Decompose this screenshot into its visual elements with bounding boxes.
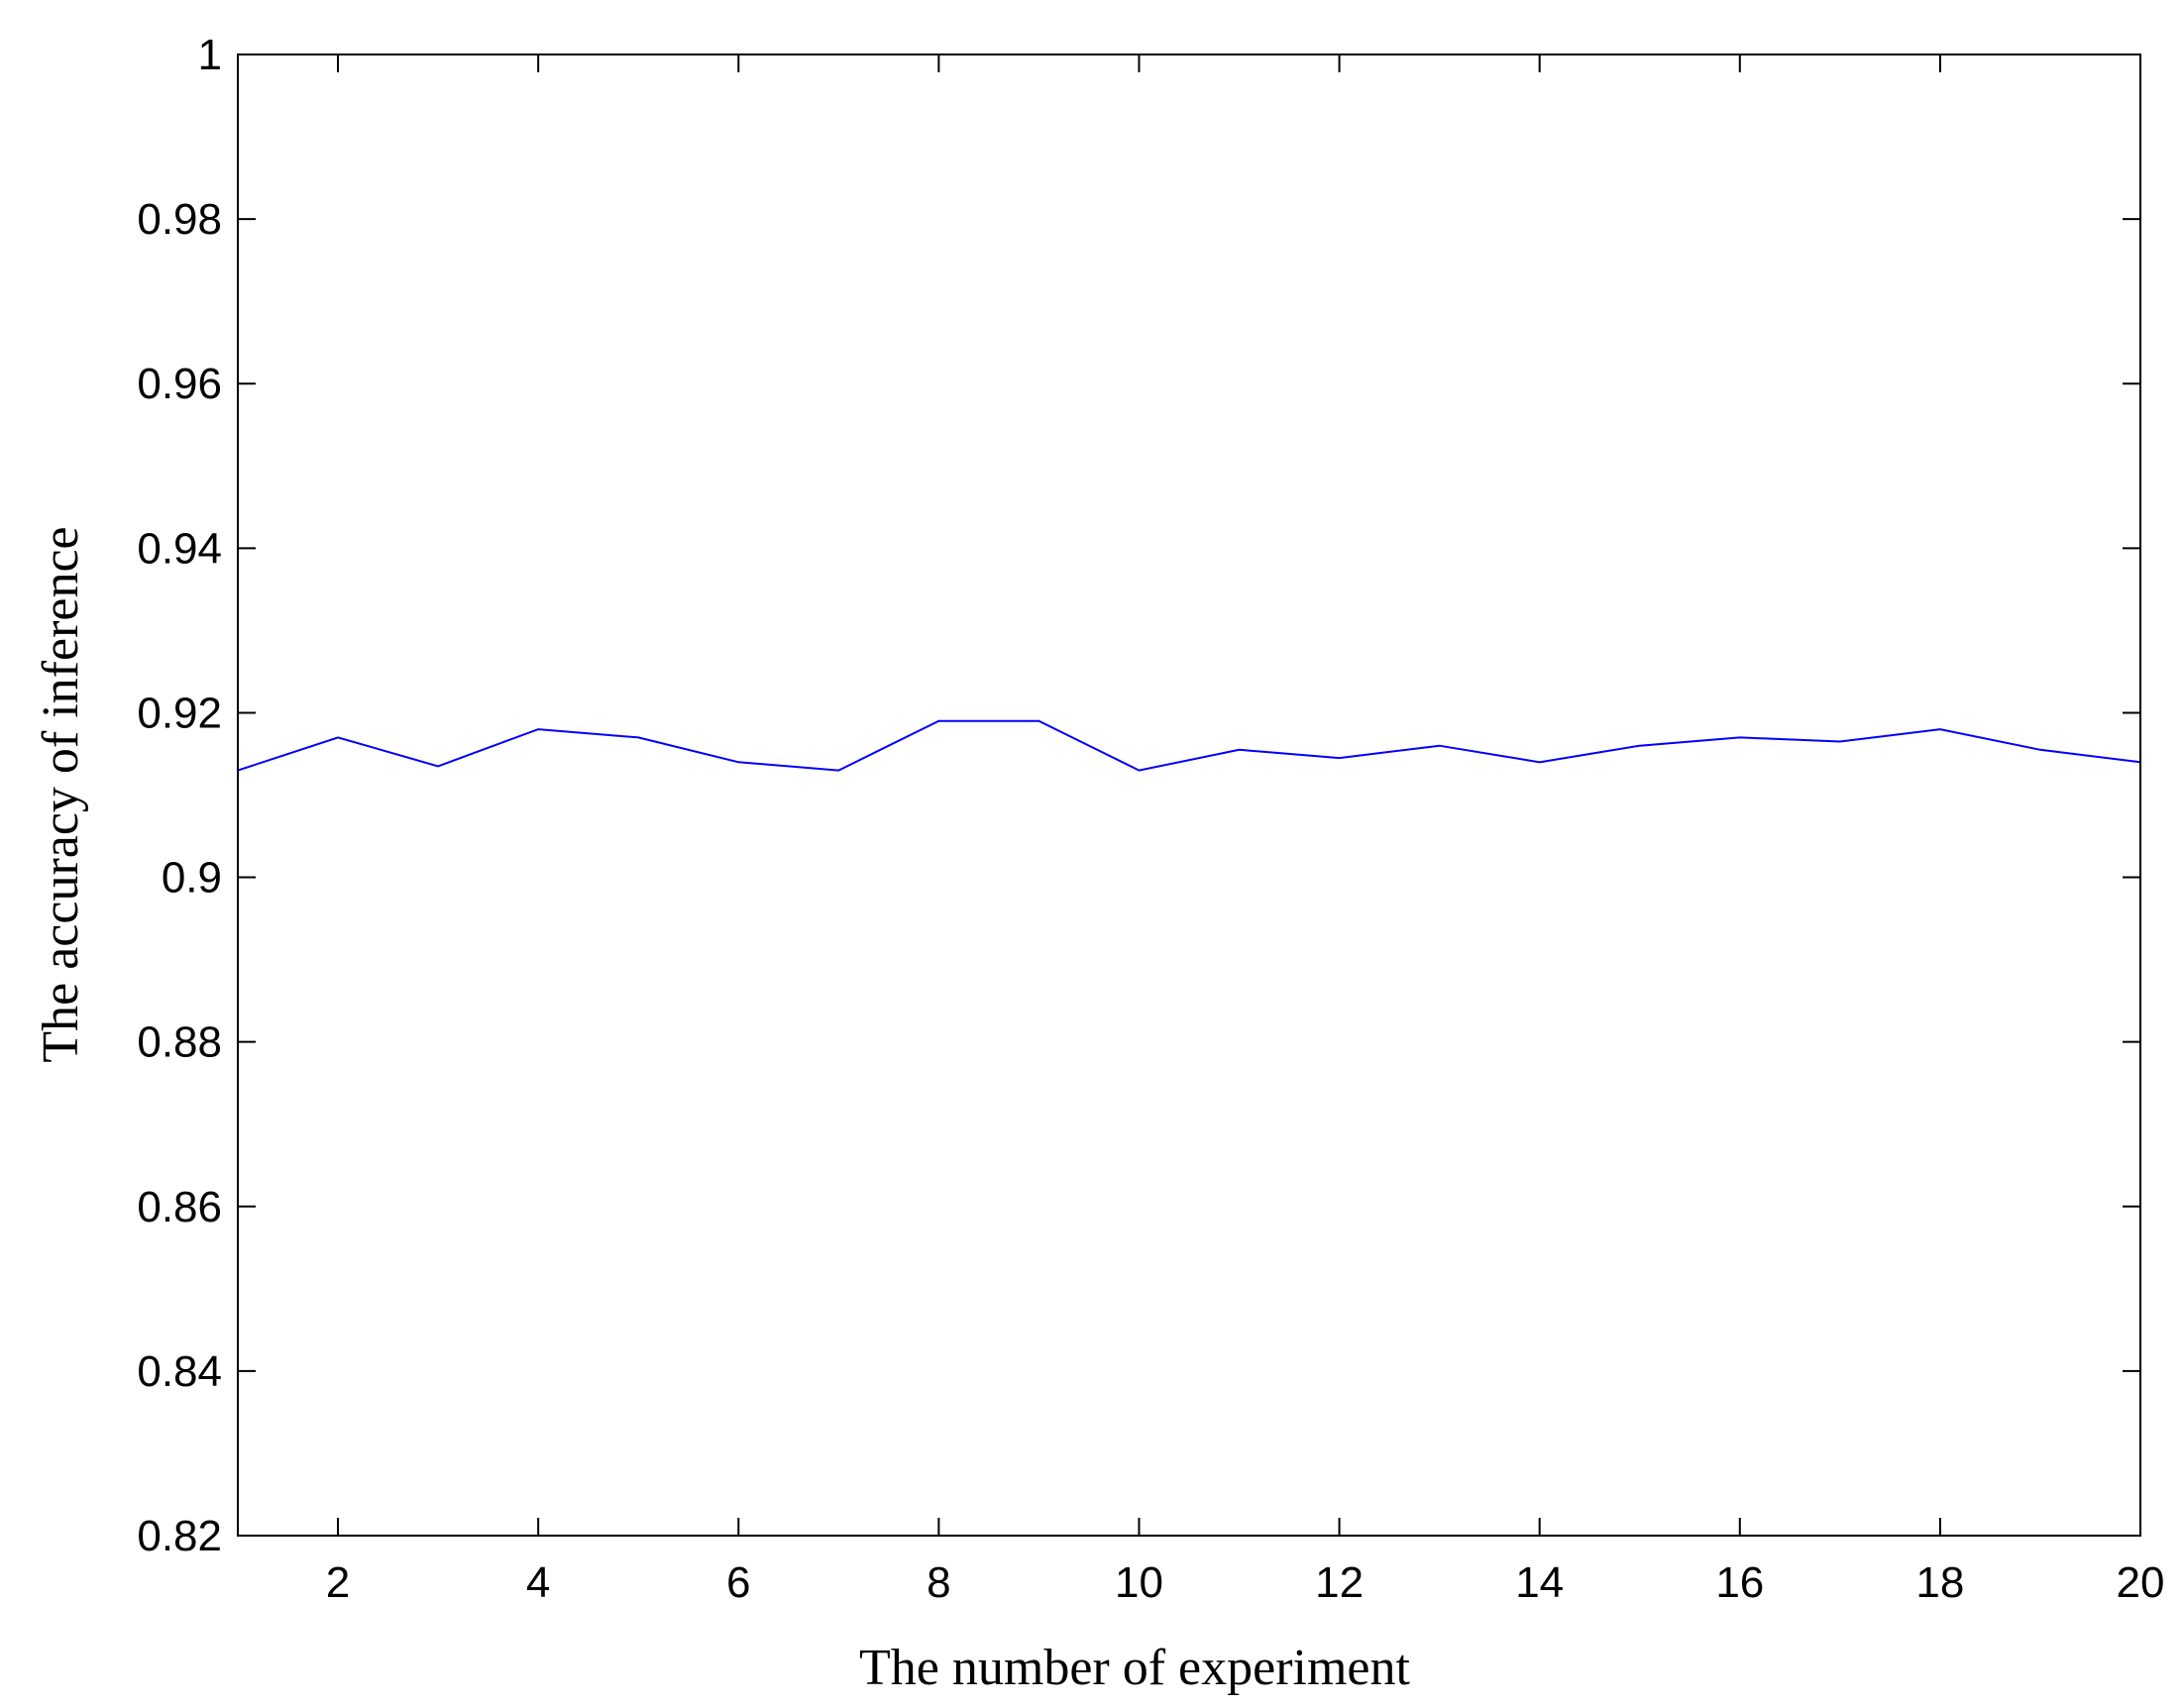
- x-axis-label: The number of experiment: [859, 1640, 1410, 1696]
- x-tick-label: 4: [526, 1558, 550, 1607]
- x-tick-label: 16: [1715, 1558, 1764, 1607]
- y-tick-label: 0.84: [137, 1347, 222, 1396]
- plot-frame: [237, 53, 2141, 1537]
- y-tick-label: 0.86: [137, 1183, 222, 1231]
- y-tick-labels: 0.82 0.84 0.86 0.88 0.9 0.92 0.94 0.96 0.98 1: [137, 31, 222, 1560]
- y-tick-label: 0.82: [137, 1512, 222, 1560]
- plot-area: [238, 54, 2140, 1536]
- x-tick-label: 10: [1115, 1558, 1163, 1607]
- x-tick-label: 8: [927, 1558, 950, 1607]
- x-tick-label: 12: [1315, 1558, 1364, 1607]
- y-tick-label: 0.88: [137, 1018, 222, 1067]
- y-tick-label: 0.98: [137, 195, 222, 244]
- x-tick-label: 20: [2117, 1558, 2165, 1607]
- x-tick-label: 6: [726, 1558, 750, 1607]
- series-line: [237, 719, 2141, 772]
- x-tick-label: 14: [1515, 1558, 1564, 1607]
- x-tick-labels: 2 4 6 8 10 12 14 16 18 20: [326, 1558, 2165, 1607]
- x-tick-label: 18: [1915, 1558, 1964, 1607]
- series-group: [237, 719, 2141, 772]
- y-tick-label: 0.94: [137, 524, 222, 573]
- y-axis-label: The accuracy of inference: [33, 526, 89, 1062]
- y-tick-label: 0.96: [137, 360, 222, 408]
- y-tick-label: 1: [198, 31, 222, 79]
- y-tick-label: 0.92: [137, 689, 222, 737]
- y-tick-label: 0.9: [162, 854, 222, 903]
- x-tick-label: 2: [326, 1558, 350, 1607]
